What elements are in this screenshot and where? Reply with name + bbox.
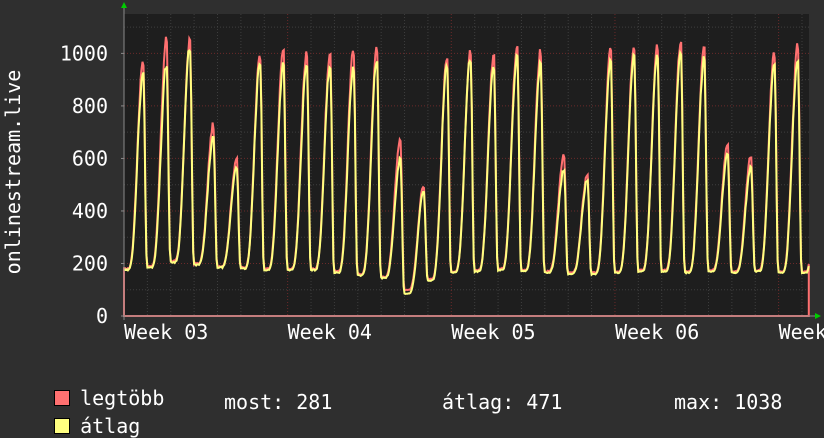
y-tick-label: 800: [72, 94, 108, 118]
series-atlag: [123, 49, 810, 295]
y-tick-label: 200: [72, 251, 108, 275]
y-axis-label: onlinestream.live: [1, 70, 25, 275]
legend-label-max: legtöbb: [80, 386, 165, 410]
stat-now-label: most:: [224, 390, 285, 414]
series-layer: [123, 34, 810, 317]
y-tick-label: 1000: [60, 41, 108, 65]
stat-max: max: 1038: [674, 390, 782, 414]
legend-label-avg: átlag: [80, 414, 141, 438]
y-tick-label: 600: [72, 146, 108, 170]
x-tick-label: Week 06: [615, 320, 699, 344]
legend-swatch-avg: [54, 418, 71, 434]
legend-swatch-max: [54, 390, 71, 406]
x-tick-label: Week 07: [779, 320, 824, 344]
legend-item-avg: átlag: [30, 390, 140, 438]
x-tick-label: Week 04: [288, 320, 372, 344]
y-axis-arrow: [121, 2, 127, 8]
x-tick-label: Week 05: [451, 320, 535, 344]
x-tick-label: Week 03: [124, 320, 208, 344]
stat-avg: átlag: 471: [442, 390, 562, 414]
x-axis-arrow: [815, 313, 821, 319]
stat-avg-value: 471: [526, 390, 563, 414]
tick-labels: 0 200 400 600 800 1000 Week 03 Week 04 Week 05 We…: [60, 41, 824, 344]
y-tick-label: 0: [96, 304, 108, 328]
stat-avg-label: átlag:: [442, 390, 515, 414]
legend-item-max: legtöbb: [30, 362, 164, 410]
stat-max-label: max:: [674, 390, 723, 414]
stat-now: most: 281: [224, 390, 332, 414]
axes: [121, 2, 821, 320]
y-tick-label: 400: [72, 199, 108, 223]
stat-max-value: 1038: [734, 390, 783, 414]
stat-now-value: 281: [296, 390, 333, 414]
